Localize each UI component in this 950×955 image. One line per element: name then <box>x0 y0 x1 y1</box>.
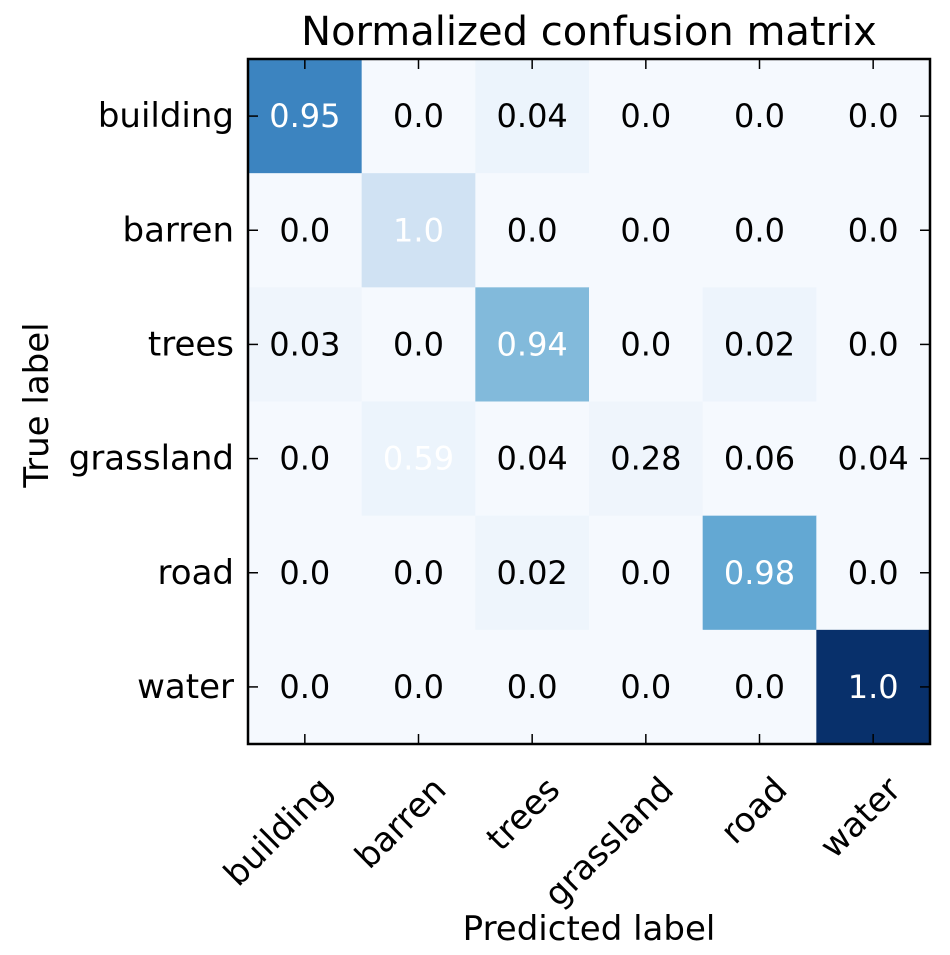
cell-value-label: 0.0 <box>848 554 899 592</box>
heatmap-cell <box>248 59 363 174</box>
cell-value-label: 0.0 <box>507 211 558 249</box>
cell-value-label: 0.0 <box>734 97 785 135</box>
cell-value-label: 0.0 <box>848 211 899 249</box>
cell-value-label: 0.0 <box>734 211 785 249</box>
heatmap-cell <box>589 401 704 517</box>
x-tick-label: building <box>216 770 341 895</box>
chart-title: Normalized confusion matrix <box>301 9 877 55</box>
cell-value-label: 1.0 <box>848 668 899 706</box>
heatmap-cell <box>475 629 590 745</box>
cell-value-label: 0.28 <box>610 440 681 478</box>
heatmap-cell <box>589 629 704 745</box>
heatmap-cell <box>361 515 476 631</box>
heatmap-cell <box>702 59 817 174</box>
heatmap-cell <box>816 287 931 402</box>
cell-value-label: 0.0 <box>848 325 899 363</box>
x-tick-label: trees <box>479 770 568 859</box>
cell-value-label: 0.0 <box>279 554 330 592</box>
cell-value-label: 0.0 <box>620 97 671 135</box>
heatmap-cell <box>816 173 931 288</box>
heatmap-cell <box>702 287 817 402</box>
cell-value-label: 0.0 <box>507 668 558 706</box>
y-tick-label: building <box>98 96 234 136</box>
cell-value-label: 0.0 <box>279 211 330 249</box>
y-axis-label: True label <box>17 322 57 488</box>
cell-value-label: 0.98 <box>724 554 795 592</box>
heatmap-cell <box>475 173 590 288</box>
cell-value-label: 0.04 <box>497 97 568 135</box>
axis-ticks <box>248 59 930 744</box>
heatmap-cell <box>475 515 590 631</box>
cell-value-label: 0.0 <box>848 97 899 135</box>
cell-value-label: 0.95 <box>269 97 340 135</box>
x-tick-label: water <box>812 770 909 867</box>
y-tick-label: barren <box>123 210 235 250</box>
heatmap-cell <box>702 173 817 288</box>
cell-value-label: 0.03 <box>269 325 340 363</box>
heatmap-cell <box>816 59 931 174</box>
cell-value-label: 0.06 <box>724 440 795 478</box>
heatmap-cell <box>361 287 476 402</box>
heatmap-cell <box>248 515 363 631</box>
cell-value-label: 0.94 <box>497 325 568 363</box>
y-tick-labels: building barren trees grassland road water <box>69 96 234 707</box>
cell-value-label: 0.0 <box>620 325 671 363</box>
heatmap-cells <box>248 59 931 745</box>
heatmap-cell <box>589 515 704 631</box>
cell-value-label: 0.0 <box>279 440 330 478</box>
heatmap-cell <box>816 401 931 517</box>
heatmap-cell <box>361 629 476 745</box>
cell-value-label: 0.02 <box>724 325 795 363</box>
cell-value-label: 0.0 <box>393 668 444 706</box>
cell-value-label: 0.0 <box>620 554 671 592</box>
heatmap-cell <box>248 401 363 517</box>
heatmap-cell <box>702 401 817 517</box>
heatmap-cell <box>702 515 817 631</box>
heatmap-cell <box>475 59 590 174</box>
cell-value-label: 0.0 <box>393 325 444 363</box>
heatmap-cell <box>816 515 931 631</box>
cell-value-label: 0.0 <box>393 554 444 592</box>
heatmap-cell <box>361 59 476 174</box>
x-axis-label: Predicted label <box>463 909 716 949</box>
heatmap-cell <box>248 287 363 402</box>
plot-frame <box>246 57 932 746</box>
cell-value-label: 0.0 <box>393 97 444 135</box>
cell-value-label: 0.02 <box>497 554 568 592</box>
cell-value-label: 1.0 <box>393 211 444 249</box>
heatmap-cell <box>816 629 931 745</box>
heatmap-cell <box>589 287 704 402</box>
heatmap-cell <box>475 401 590 517</box>
x-tick-label: road <box>713 770 795 852</box>
heatmap-cell <box>475 287 590 402</box>
y-tick-label: water <box>137 667 234 707</box>
y-tick-label: trees <box>148 324 234 364</box>
y-tick-label: grassland <box>69 439 234 479</box>
cell-value-label: 0.0 <box>279 668 330 706</box>
heatmap-cell <box>361 173 476 288</box>
x-tick-label: barren <box>347 770 454 877</box>
heatmap-cell <box>589 59 704 174</box>
y-tick-label: road <box>158 553 234 593</box>
heatmap-cell <box>248 173 363 288</box>
cell-value-label: 0.59 <box>383 440 454 478</box>
cell-value-label: 0.0 <box>734 668 785 706</box>
heatmap-cell <box>702 629 817 745</box>
cell-value-label: 0.0 <box>620 211 671 249</box>
cell-value-label: 0.0 <box>620 668 671 706</box>
cell-value-label: 0.04 <box>497 440 568 478</box>
heatmap-cell <box>248 629 363 745</box>
heatmap-cell-values: 0.95 0.0 0.04 0.0 0.0 0.0 0.0 1.0 0.0 0.0 0.0 0.0 0.… <box>269 97 909 706</box>
cell-value-label: 0.04 <box>838 440 909 478</box>
heatmap-cell <box>589 173 704 288</box>
heatmap-cell <box>361 401 476 517</box>
